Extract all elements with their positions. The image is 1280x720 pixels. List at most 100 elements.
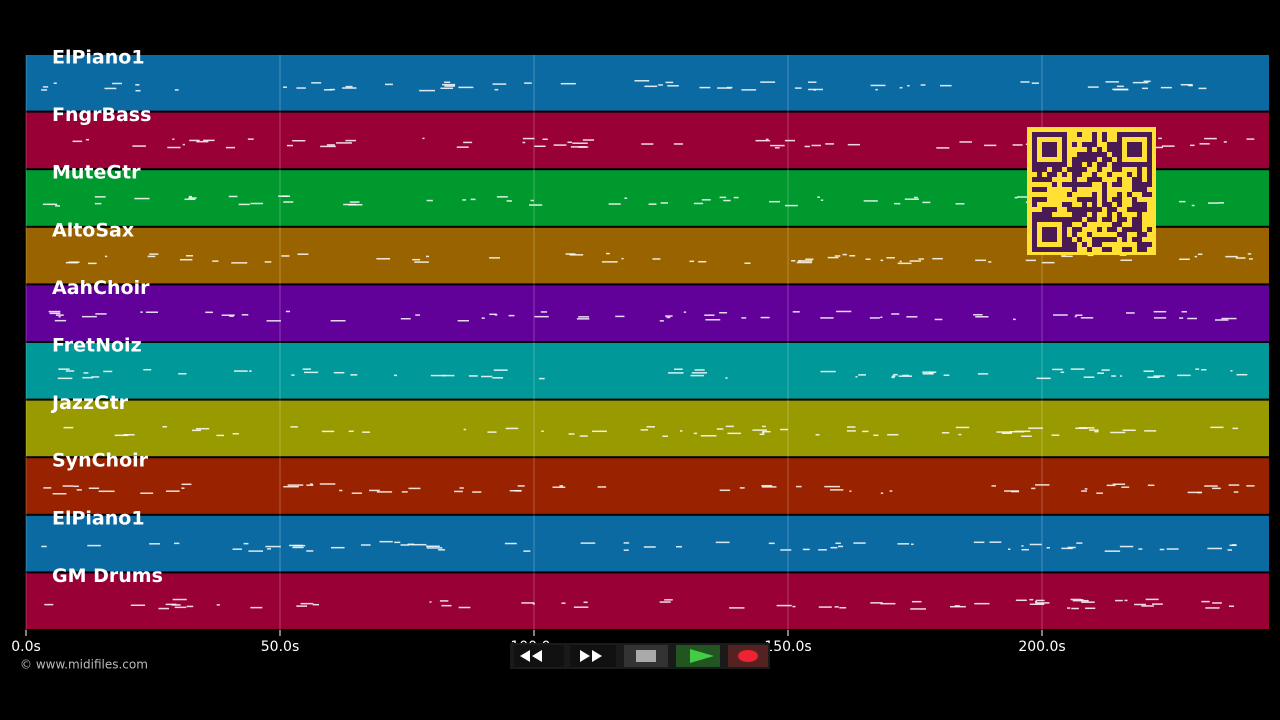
qr-cell (1072, 242, 1077, 247)
qr-cell (1147, 162, 1152, 167)
note (134, 197, 150, 200)
note (691, 372, 707, 374)
note (1115, 599, 1123, 602)
note (221, 314, 235, 316)
qr-cell (1127, 152, 1132, 157)
note (149, 543, 160, 545)
qr-cell (1077, 207, 1082, 212)
note (873, 434, 879, 437)
note (454, 490, 463, 493)
qr-cell (1147, 242, 1152, 247)
note (468, 375, 478, 377)
note (231, 262, 248, 264)
qr-cell (1052, 162, 1057, 167)
note (608, 203, 621, 205)
note (752, 429, 768, 431)
note (104, 87, 117, 90)
note (158, 607, 169, 610)
note (1153, 375, 1165, 377)
note (534, 145, 546, 148)
note (426, 547, 443, 549)
qr-cell (1062, 152, 1067, 157)
qr-cell (1137, 222, 1142, 227)
note (725, 425, 734, 428)
note (330, 546, 345, 549)
note (700, 435, 717, 437)
qr-cell (1042, 142, 1047, 147)
note (1074, 315, 1077, 318)
note (179, 258, 193, 261)
note (808, 81, 817, 83)
qr-cell (1137, 152, 1142, 157)
note (1152, 603, 1163, 605)
rewind-button[interactable] (514, 645, 564, 667)
note (664, 599, 673, 601)
note (1235, 257, 1246, 259)
qr-cell (1072, 217, 1077, 222)
note (309, 483, 313, 485)
note (145, 311, 159, 313)
note (846, 430, 856, 432)
note (1153, 310, 1167, 313)
note (769, 200, 781, 203)
qr-cell (1037, 132, 1042, 137)
note (765, 138, 769, 141)
note (72, 140, 83, 143)
qr-cell (1052, 227, 1057, 232)
qr-cell (1072, 142, 1077, 147)
qr-cell (1052, 217, 1057, 222)
play-button[interactable] (676, 645, 720, 667)
note (1204, 485, 1218, 487)
note (422, 137, 425, 140)
note (1067, 607, 1071, 609)
qr-cell (1092, 137, 1097, 142)
note (899, 86, 903, 89)
qr-cell (1092, 172, 1097, 177)
qr-cell (1077, 212, 1082, 217)
note (439, 600, 449, 602)
note (360, 544, 371, 546)
note (865, 258, 871, 260)
qr-cell (1122, 237, 1127, 242)
record-button[interactable] (728, 645, 768, 667)
stop-button[interactable] (624, 645, 668, 667)
qr-cell (1057, 162, 1062, 167)
qr-cell (1052, 172, 1057, 177)
note (349, 201, 360, 203)
note (716, 428, 724, 430)
qr-cell (1087, 247, 1092, 252)
note (694, 369, 705, 371)
note (1025, 259, 1036, 262)
note (195, 427, 210, 430)
note (166, 490, 180, 492)
note (578, 146, 589, 148)
track-labels: ElPiano1 FngrBass MuteGtr AltoSax AahChoir Fr… (50, 47, 163, 587)
note (1207, 202, 1219, 204)
note (1021, 545, 1024, 547)
note (181, 483, 192, 486)
note (774, 147, 780, 149)
track-name: FretNoiz (52, 335, 142, 357)
qr-cell (1132, 197, 1137, 202)
qr-cell (1132, 237, 1137, 242)
note (414, 261, 429, 263)
forward-button[interactable] (570, 645, 616, 667)
qr-cell (1087, 177, 1092, 182)
copyright: © www.midifiles.com (20, 658, 148, 672)
note (376, 258, 391, 260)
track-row (26, 343, 1269, 399)
track-name: MuteGtr (52, 162, 141, 184)
qr-cell (1127, 172, 1132, 177)
qr-cell (1097, 227, 1102, 232)
qr-cell (1042, 197, 1047, 202)
qr-cell (1052, 167, 1057, 172)
note (887, 434, 899, 436)
note (1112, 483, 1126, 485)
note (302, 368, 311, 370)
note (462, 199, 467, 201)
note (408, 487, 421, 490)
note (623, 542, 630, 544)
note (727, 432, 742, 435)
track-row (26, 458, 1269, 514)
note (955, 426, 970, 429)
